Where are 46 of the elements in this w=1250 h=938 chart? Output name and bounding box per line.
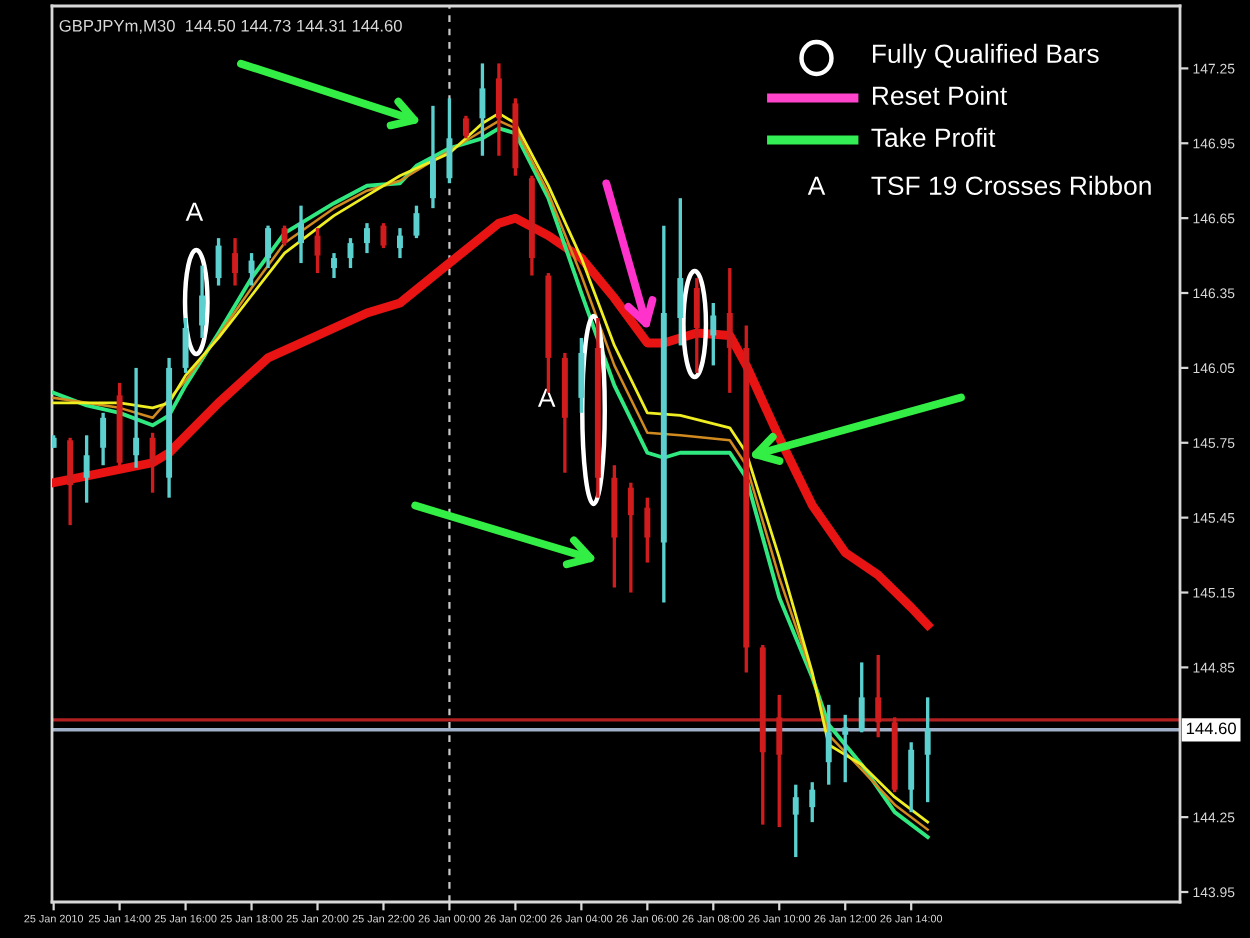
- annotation: Reset Point: [873, 85, 1008, 106]
- candlestick: [248, 251, 255, 288]
- candlestick: [397, 226, 403, 260]
- candlestick: [331, 251, 337, 280]
- candlestick: [215, 236, 222, 288]
- candlestick: [495, 61, 502, 158]
- candlestick: [677, 196, 684, 348]
- candlestick: [149, 431, 156, 495]
- annotation: Take Profit: [871, 127, 996, 148]
- candlestick: [462, 114, 469, 140]
- candlestick: [446, 96, 453, 185]
- candlestick: [413, 204, 420, 240]
- candlestick: [858, 660, 865, 734]
- annotation: A: [807, 176, 826, 195]
- candlestick: [644, 496, 651, 565]
- candlestick: [100, 411, 107, 467]
- candlestick: [83, 433, 90, 505]
- candlestick: [298, 204, 304, 265]
- candlestick: [133, 366, 140, 470]
- candlestick: [875, 653, 882, 739]
- candlestick: [809, 780, 816, 824]
- candlestick: [842, 713, 849, 784]
- ref-line-label: 144.60: [1186, 722, 1236, 735]
- candlestick: [578, 336, 585, 415]
- candlestick: [726, 266, 733, 395]
- annotation: A: [185, 202, 204, 221]
- candlestick: [479, 61, 486, 158]
- candlestick: [199, 263, 206, 340]
- candlestick: [429, 104, 436, 210]
- annotation: Fully Qualified Bars: [873, 43, 1099, 69]
- candlestick: [908, 740, 915, 814]
- candlestick: [627, 481, 634, 595]
- candlestick: [265, 223, 271, 270]
- annotation: A: [537, 388, 556, 407]
- candlestick: [232, 236, 239, 288]
- candlestick: [825, 703, 832, 787]
- candlestick: [67, 436, 74, 527]
- candlestick: [693, 276, 700, 375]
- candlestick: [364, 221, 370, 255]
- candlestick: [710, 301, 717, 368]
- candlestick: [792, 783, 799, 859]
- candlestick: [776, 693, 783, 829]
- candlestick: [182, 316, 189, 375]
- annotation: TSF 19 Crosses Ribbon: [871, 175, 1151, 196]
- text: GBPJPYm,M30 144.50 144.73 144.31 144.60: [59, 19, 402, 34]
- candlestick: [924, 695, 931, 804]
